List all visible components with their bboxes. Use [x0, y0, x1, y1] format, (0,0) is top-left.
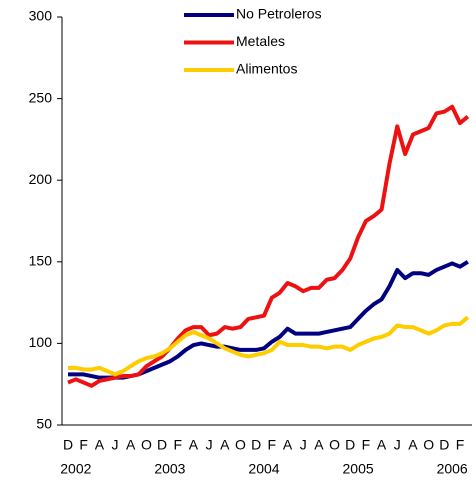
x-tick-label: J: [394, 437, 401, 453]
series-line: [68, 315, 470, 377]
x-tick-label: J: [206, 437, 213, 453]
y-tick-label: 100: [29, 334, 53, 350]
x-tick-label: A: [220, 437, 230, 453]
y-tick-label: 150: [29, 253, 53, 269]
y-tick-label: 250: [29, 89, 53, 105]
year-label: 2006: [437, 461, 468, 477]
x-tick-label: F: [79, 437, 88, 453]
x-tick-label: O: [141, 437, 152, 453]
year-label: 2004: [248, 461, 279, 477]
x-tick-label: A: [283, 437, 293, 453]
legend-label: No Petroleros: [236, 6, 322, 22]
x-tick-label: D: [439, 437, 449, 453]
x-tick-label: D: [63, 437, 73, 453]
x-tick-label: A: [377, 437, 387, 453]
legend-label: Metales: [236, 33, 285, 49]
x-tick-label: A: [126, 437, 136, 453]
x-tick-label: A: [314, 437, 324, 453]
year-label: 2003: [154, 461, 185, 477]
x-tick-label: F: [456, 437, 465, 453]
x-tick-label: A: [189, 437, 199, 453]
x-tick-label: F: [268, 437, 277, 453]
x-tick-label: F: [362, 437, 371, 453]
y-tick-label: 50: [36, 416, 52, 432]
x-tick-label: O: [423, 437, 434, 453]
x-tick-label: J: [300, 437, 307, 453]
x-tick-label: O: [329, 437, 340, 453]
year-label: 2002: [60, 461, 91, 477]
x-tick-label: O: [235, 437, 246, 453]
x-tick-label: D: [157, 437, 167, 453]
y-tick-label: 200: [29, 171, 53, 187]
y-tick-label: 300: [29, 8, 53, 24]
legend-label: Alimentos: [236, 61, 297, 77]
series-line: [68, 260, 469, 380]
x-tick-label: D: [251, 437, 261, 453]
x-tick-label: J: [112, 437, 119, 453]
x-tick-label: A: [95, 437, 105, 453]
x-tick-label: A: [408, 437, 418, 453]
x-tick-label: D: [345, 437, 355, 453]
year-label: 2005: [343, 461, 374, 477]
x-tick-label: F: [173, 437, 182, 453]
series-line: [67, 104, 470, 388]
